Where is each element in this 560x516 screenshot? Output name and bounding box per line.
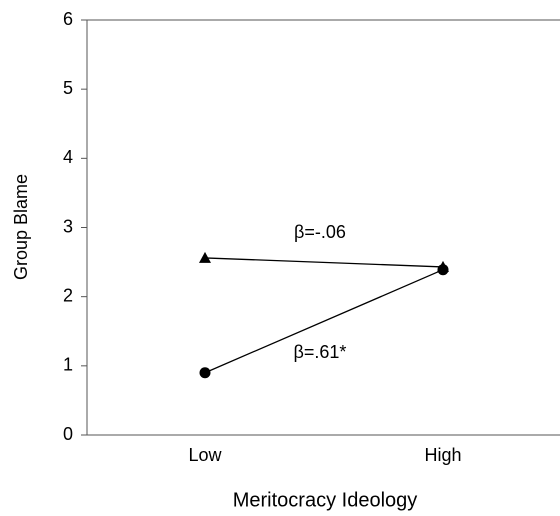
marker [199,367,211,379]
x-tick-label: Low [188,445,222,465]
y-tick-label: 1 [63,355,73,375]
y-tick-label: 6 [63,9,73,29]
x-tick-label: High [424,445,461,465]
y-tick-label: 0 [63,424,73,444]
marker [437,264,449,276]
y-axis-label: Group Blame [11,174,31,280]
x-axis-label: Meritocracy Ideology [233,489,418,511]
annotation: β=-.06 [294,222,346,242]
annotation: β=.61* [294,342,347,362]
y-tick-label: 2 [63,285,73,305]
series-line [204,269,444,374]
y-tick-label: 4 [63,147,73,167]
series-line [204,257,444,268]
marker [199,251,211,263]
y-tick-label: 5 [63,78,73,98]
y-tick-label: 3 [63,216,73,236]
